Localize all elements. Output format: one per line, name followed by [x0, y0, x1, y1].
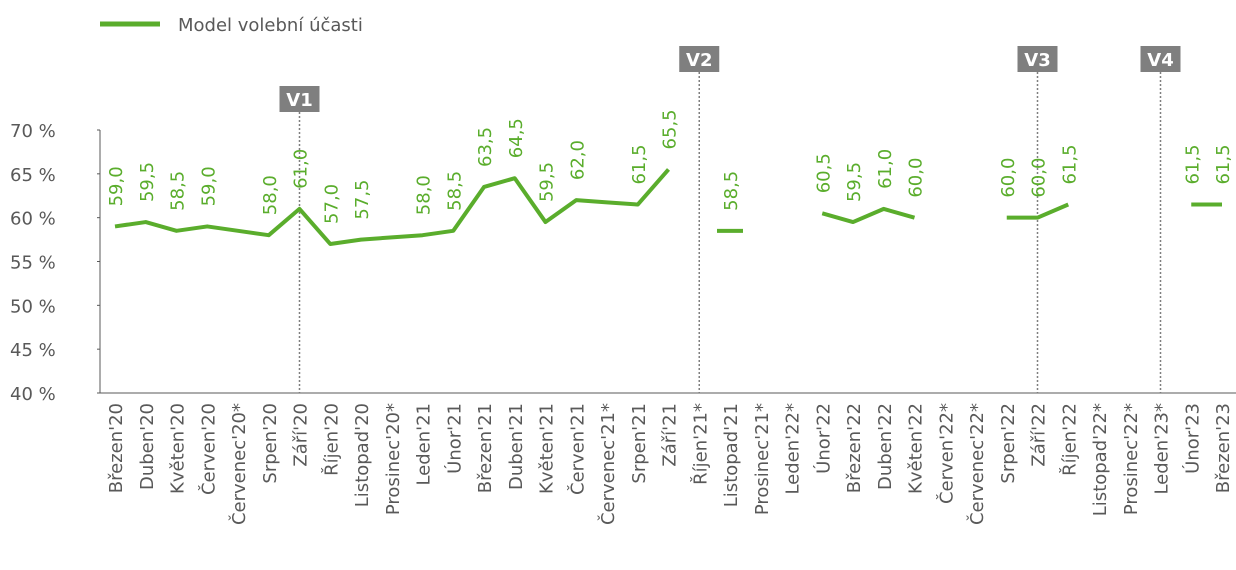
x-tick-label: Září'20 — [291, 403, 312, 467]
y-tick-label: 50 % — [10, 296, 56, 317]
data-label: 60,0 — [998, 158, 1019, 198]
x-tick-label: Květen'21 — [537, 403, 558, 494]
x-tick-label: Srpen'22 — [998, 403, 1019, 484]
x-tick-label: Listopad'20 — [352, 403, 373, 507]
x-tick-label: Listopad'21 — [721, 403, 742, 507]
marker-label: V3 — [1024, 50, 1050, 71]
data-label: 58,0 — [414, 175, 435, 215]
line — [114, 168, 1222, 246]
x-tick-label: Březen'21 — [475, 403, 496, 493]
x-tick-label: Březen'22 — [844, 403, 865, 493]
data-label: 61,5 — [1182, 144, 1203, 184]
data-label: 61,0 — [875, 149, 896, 189]
x-tick-label: Květen'22 — [906, 403, 927, 494]
x-tick-label: Červen'22* — [935, 403, 957, 504]
data-label: 65,5 — [660, 109, 681, 149]
x-tick-label: Listopad'22* — [1090, 403, 1111, 516]
x-tick-label: Prosinec'21* — [752, 403, 773, 515]
data-label: 58,5 — [168, 171, 189, 211]
data-label: 57,5 — [352, 180, 373, 220]
x-tick-label: Srpen'21 — [629, 403, 650, 484]
marker-box — [1017, 46, 1058, 72]
data-label: 59,5 — [137, 162, 158, 202]
x-tick-label: Říjen'20 — [320, 403, 342, 476]
x-tick-label: Červen'21 — [566, 403, 588, 495]
data-label: 58,5 — [444, 171, 465, 211]
x-tick-label: Červen'20 — [197, 403, 219, 495]
data-label: 61,0 — [291, 149, 312, 189]
data-label: 60,5 — [813, 153, 834, 193]
data-label: 59,5 — [537, 162, 558, 202]
data-label: 59,0 — [198, 166, 219, 206]
y-tick-label: 55 % — [10, 253, 56, 274]
y-tick-label: 45 % — [10, 340, 56, 361]
data-label: 61,5 — [629, 144, 650, 184]
x-tick-label: Únor'22 — [812, 403, 834, 474]
data-label: 63,5 — [475, 127, 496, 167]
marker-label: V4 — [1147, 50, 1173, 71]
data-label: 61,5 — [1059, 144, 1080, 184]
marker-label: V1 — [286, 90, 312, 111]
x-tick-label: Únor'23 — [1181, 403, 1203, 474]
x-tick-label: Červenec'20* — [228, 403, 250, 525]
x-tick-label: Únor'21 — [443, 403, 465, 474]
x-tick-label: Duben'21 — [506, 403, 527, 490]
x-tick-label: Srpen'20 — [260, 403, 281, 484]
legend-label: Model volební účasti — [178, 15, 363, 36]
x-tick-label: Duben'22 — [875, 403, 896, 490]
x-tick-label: Červenec'21* — [597, 403, 619, 525]
x-tick-label: Září'22 — [1029, 403, 1050, 467]
data-label: 60,0 — [906, 158, 927, 198]
x-tick-label: Duben'20 — [137, 403, 158, 490]
data-label: 59,5 — [844, 162, 865, 202]
data-label: 59,0 — [106, 166, 127, 206]
y-tick-label: 65 % — [10, 165, 56, 186]
x-tick-label: Březen'23 — [1213, 403, 1234, 493]
x-tick-label: Leden'22* — [783, 403, 804, 495]
x-tick-label: Prosinec'20* — [383, 403, 404, 515]
x-tick-label: Říjen'21* — [689, 403, 711, 485]
y-tick-label: 60 % — [10, 209, 56, 230]
data-label: 64,5 — [506, 118, 527, 158]
x-tick-label: Leden'21 — [414, 403, 435, 486]
x-tick-label: Září'21 — [660, 403, 681, 467]
marker-box — [679, 46, 720, 72]
marker-box — [279, 86, 320, 112]
x-tick-label: Březen'20 — [106, 403, 127, 493]
data-label: 60,0 — [1029, 158, 1050, 198]
x-tick-label: Červenec'22* — [966, 403, 988, 525]
marker-label: V2 — [686, 50, 712, 71]
data-label: 58,5 — [721, 171, 742, 211]
x-tick-label: Říjen'22 — [1058, 403, 1080, 476]
x-tick-label: Leden'23* — [1152, 403, 1173, 495]
data-label: 61,5 — [1213, 144, 1234, 184]
x-tick-label: Květen'20 — [168, 403, 189, 494]
x-tick-label: Prosinec'22* — [1121, 403, 1142, 515]
data-label: 58,0 — [260, 175, 281, 215]
y-tick-label: 70 % — [10, 121, 56, 142]
marker-box — [1140, 46, 1181, 72]
data-label: 62,0 — [567, 140, 588, 180]
y-tick-label: 40 % — [10, 384, 56, 405]
data-label: 57,0 — [321, 184, 342, 224]
